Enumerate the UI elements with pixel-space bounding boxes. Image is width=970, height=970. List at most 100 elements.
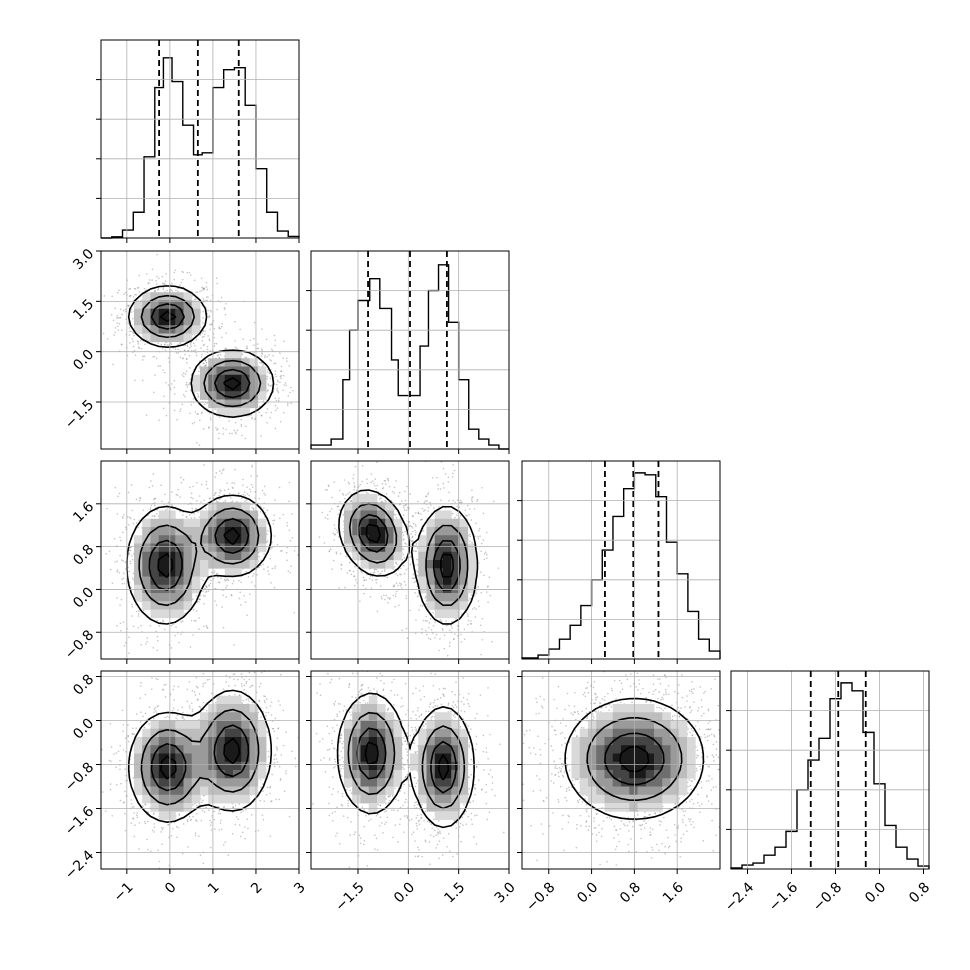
scatter-point: [201, 336, 204, 338]
scatter-point: [166, 344, 169, 346]
scatter-point: [477, 535, 479, 538]
scatter-point: [276, 387, 279, 390]
scatter-point: [409, 493, 411, 495]
scatter-point: [203, 625, 205, 628]
scatter-point: [166, 508, 169, 510]
scatter-point: [177, 343, 179, 346]
scatter-point: [173, 278, 175, 281]
density-cell: [142, 601, 151, 610]
scatter-point: [170, 647, 173, 649]
scatter-point: [395, 582, 398, 584]
scatter-point: [202, 330, 204, 332]
scatter-point: [469, 623, 472, 625]
scatter-point: [161, 347, 164, 350]
scatter-point: [234, 340, 236, 342]
scatter-point: [170, 289, 173, 292]
scatter-point: [160, 484, 162, 487]
scatter-point: [397, 604, 400, 607]
scatter-point: [262, 563, 265, 566]
scatter-point: [371, 480, 374, 482]
scatter-point: [158, 625, 161, 627]
scatter-point: [402, 564, 405, 567]
scatter-point: [270, 348, 273, 351]
scatter-point: [411, 530, 414, 533]
scatter-point: [246, 345, 248, 347]
scatter-point: [244, 500, 246, 502]
scatter-point: [404, 530, 406, 533]
scatter-point: [123, 293, 125, 296]
scatter-point: [222, 594, 224, 597]
scatter-point: [196, 441, 198, 444]
scatter-point: [152, 355, 154, 358]
scatter-point: [152, 473, 155, 475]
scatter-point: [288, 529, 291, 532]
scatter-point: [129, 560, 132, 563]
scatter-point: [236, 429, 239, 432]
density-cell: [183, 308, 193, 318]
scatter-point: [195, 620, 197, 622]
scatter-point: [326, 514, 329, 516]
scatter-point: [221, 323, 223, 325]
scatter-point: [163, 628, 166, 631]
scatter-point: [232, 580, 235, 582]
scatter-point: [365, 491, 368, 494]
scatter-point: [395, 562, 397, 564]
scatter-point: [193, 517, 196, 519]
scatter-point: [113, 538, 116, 540]
scatter-point: [129, 288, 132, 290]
scatter-point: [456, 499, 459, 502]
density-cell: [233, 560, 242, 569]
scatter-point: [165, 381, 167, 384]
density-cell: [183, 292, 193, 301]
scatter-point: [203, 343, 206, 346]
scatter-point: [279, 352, 281, 354]
scatter-point: [138, 519, 140, 522]
scatter-point: [352, 570, 355, 573]
scatter-point: [116, 597, 118, 599]
scatter-point: [175, 289, 177, 292]
scatter-point: [442, 482, 445, 485]
density-cell: [167, 527, 176, 536]
scatter-point: [265, 411, 267, 414]
scatter-point: [165, 414, 168, 417]
scatter-point: [451, 627, 453, 629]
scatter-point: [260, 348, 263, 351]
scatter-point: [195, 351, 197, 354]
scatter-point: [195, 508, 197, 510]
scatter-point: [327, 484, 330, 487]
scatter-point: [137, 526, 139, 529]
scatter-point: [340, 563, 342, 566]
density-cell: [191, 576, 201, 586]
scatter-point: [427, 510, 429, 512]
scatter-point: [205, 585, 208, 588]
scatter-point: [288, 481, 291, 484]
scatter-point: [459, 515, 462, 517]
scatter-point: [387, 601, 389, 604]
scatter-point: [192, 609, 195, 611]
scatter-point: [195, 610, 198, 612]
scatter-point: [403, 557, 406, 559]
scatter-point: [478, 529, 480, 532]
scatter-point: [251, 416, 253, 419]
scatter-point: [262, 364, 264, 366]
scatter-point: [374, 478, 377, 480]
scatter-point: [323, 542, 326, 544]
scatter-point: [234, 320, 236, 323]
scatter-point: [218, 491, 221, 494]
scatter-point: [241, 353, 244, 355]
scatter-point: [204, 364, 206, 367]
scatter-point: [454, 516, 456, 519]
scatter-point: [202, 579, 205, 582]
scatter-point: [269, 359, 271, 361]
scatter-point: [339, 552, 342, 555]
scatter-point: [284, 382, 287, 384]
scatter-point: [347, 492, 349, 495]
scatter-point: [153, 291, 156, 293]
scatter-point: [205, 281, 208, 284]
scatter-point: [138, 347, 141, 349]
scatter-point: [215, 573, 218, 575]
scatter-point: [207, 309, 209, 312]
scatter-point: [221, 606, 223, 608]
density-cell: [158, 543, 168, 553]
scatter-point: [370, 587, 373, 590]
